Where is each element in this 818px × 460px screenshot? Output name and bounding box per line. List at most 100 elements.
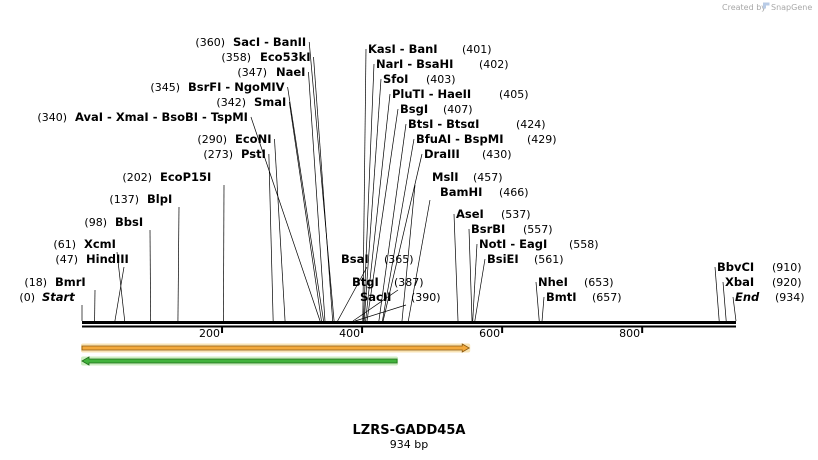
- enzyme-label[interactable]: PluTI - HaeII (405): [392, 87, 529, 101]
- leader-line: [407, 199, 431, 322]
- enzyme-label[interactable]: HindIII (47): [55, 252, 128, 266]
- enzyme-name: EcoP15I: [160, 170, 211, 184]
- leader-line: [354, 304, 407, 322]
- enzyme-label[interactable]: EcoNI (290): [197, 132, 271, 146]
- enzyme-name-part: EcoP15I: [160, 170, 211, 184]
- enzyme-label[interactable]: Eco53kI (358): [221, 50, 310, 64]
- enzyme-label[interactable]: BtgI (387): [352, 275, 424, 289]
- backbone-strand-top: [82, 321, 736, 324]
- enzyme-name-part: SmaI: [254, 95, 286, 109]
- cut-position: (403): [426, 73, 456, 86]
- leader-line: [177, 206, 180, 322]
- enzyme-label[interactable]: BsgI (407): [400, 102, 473, 116]
- enzyme-name-part: Eco53kI: [260, 50, 311, 64]
- enzyme-name-part: BsaI: [341, 252, 369, 266]
- enzyme-name: BsaI: [341, 252, 369, 266]
- enzyme-label[interactable]: BbvCI (910): [717, 260, 802, 274]
- enzyme-name-part: NarI: [376, 57, 403, 71]
- enzyme-name: Eco53kI: [260, 50, 311, 64]
- enzyme-name-part: DraIII: [424, 147, 460, 161]
- enzyme-label[interactable]: BtsI - BtsαI (424): [408, 117, 546, 131]
- enzyme-name-part: PluTI: [392, 87, 425, 101]
- leader-line: [274, 138, 286, 322]
- enzyme-label[interactable]: SmaI (342): [216, 95, 286, 109]
- enzyme-label[interactable]: NheI (653): [538, 275, 614, 289]
- leader-line: [352, 289, 399, 322]
- enzyme-name-part: BsgI: [400, 102, 428, 116]
- enzyme-label[interactable]: XcmI (61): [53, 237, 116, 251]
- enzyme-label[interactable]: BmrI (18): [24, 275, 85, 289]
- credit-text: Created by: [722, 3, 766, 12]
- enzyme-label[interactable]: KasI - BanI (401): [368, 42, 492, 56]
- enzyme-label[interactable]: NaeI (347): [237, 65, 305, 79]
- enzyme-name: NotI - EagI: [479, 237, 547, 251]
- cut-position: (98): [84, 216, 107, 229]
- leader-line: [308, 71, 326, 322]
- enzyme-label[interactable]: DraIII (430): [424, 147, 512, 161]
- leader-line: [453, 213, 459, 322]
- enzyme-label[interactable]: BfuAI - BspMI (429): [416, 132, 557, 146]
- name-separator: -: [433, 117, 446, 131]
- enzyme-name-part: BtsαI: [446, 117, 479, 131]
- enzyme-name: MslI: [432, 170, 459, 184]
- map-subtitle: 934 bp: [390, 438, 428, 451]
- enzyme-label[interactable]: Start (0): [19, 290, 75, 304]
- enzyme-label[interactable]: SacI - BanII (360): [195, 35, 306, 49]
- name-separator: -: [396, 42, 409, 56]
- enzyme-name-part: Start: [42, 290, 75, 304]
- cut-position: (401): [462, 43, 492, 56]
- enzyme-name: Start: [42, 290, 75, 304]
- cut-position: (429): [527, 133, 557, 146]
- enzyme-name-part: BsrBI: [471, 222, 505, 236]
- enzyme-name: AvaI - XmaI - BsoBI - TspMI: [75, 110, 248, 124]
- enzyme-name: KasI - BanI: [368, 42, 438, 56]
- name-separator: -: [221, 80, 234, 94]
- enzyme-label[interactable]: MslI (457): [432, 170, 503, 184]
- cut-position: (0): [19, 291, 35, 304]
- enzyme-name: BamHI: [440, 185, 482, 199]
- enzyme-label[interactable]: AvaI - XmaI - BsoBI - TspMI (340): [37, 110, 248, 124]
- enzyme-label[interactable]: PstI (273): [203, 147, 265, 161]
- leader-line: [268, 153, 274, 322]
- enzyme-label[interactable]: SfoI (403): [383, 72, 456, 86]
- enzyme-label[interactable]: BlpI (137): [109, 192, 172, 206]
- enzyme-label[interactable]: AseI (537): [456, 207, 531, 221]
- enzyme-label[interactable]: NarI - BsaHI (402): [376, 57, 509, 71]
- enzyme-name-part: EcoNI: [235, 132, 271, 146]
- enzyme-name-part: SacI: [233, 35, 260, 49]
- enzyme-label[interactable]: BamHI (466): [440, 185, 529, 199]
- orange-feature-arrow[interactable]: [81, 343, 471, 353]
- enzyme-label[interactable]: NotI - EagI (558): [479, 237, 599, 251]
- enzyme-label[interactable]: BsaI (365): [341, 252, 414, 266]
- leader-line: [378, 123, 407, 322]
- enzyme-name: BmtI: [546, 290, 577, 304]
- enzyme-name-part: NgoMIV: [234, 80, 284, 94]
- green-feature-arrow[interactable]: [81, 356, 398, 366]
- cut-position: (290): [197, 133, 227, 146]
- enzyme-label[interactable]: EcoP15I (202): [122, 170, 211, 184]
- cut-position: (360): [195, 36, 225, 49]
- snapgene-logo-icon: [763, 2, 770, 9]
- enzyme-labels: SacI - BanII(360)Eco53kI(358)NaeI(347)Bs…: [19, 35, 804, 304]
- enzyme-name: EcoNI: [235, 132, 271, 146]
- enzyme-label[interactable]: BsrBI (557): [471, 222, 553, 236]
- enzyme-label[interactable]: BmtI (657): [546, 290, 622, 304]
- enzyme-name-part: PstI: [241, 147, 266, 161]
- enzyme-name-part: KasI: [368, 42, 396, 56]
- enzyme-name-part: BlpI: [147, 192, 172, 206]
- enzyme-name-part: NheI: [538, 275, 568, 289]
- enzyme-name: NheI: [538, 275, 568, 289]
- enzyme-label[interactable]: XbaI (920): [725, 275, 802, 289]
- enzyme-label[interactable]: BbsI (98): [84, 215, 143, 229]
- name-separator: -: [425, 87, 438, 101]
- enzyme-name-part: BbsI: [115, 215, 143, 229]
- enzyme-label[interactable]: BsrFI - NgoMIV (345): [150, 80, 284, 94]
- cut-position: (202): [122, 171, 152, 184]
- enzyme-label[interactable]: SacII (390): [360, 290, 441, 304]
- enzyme-label[interactable]: End (934): [735, 290, 805, 304]
- cut-position: (561): [534, 253, 564, 266]
- enzyme-name-part: MslI: [432, 170, 459, 184]
- enzyme-name-part: End: [735, 290, 760, 304]
- enzyme-label[interactable]: BsiEI (561): [487, 252, 564, 266]
- cut-position: (390): [411, 291, 441, 304]
